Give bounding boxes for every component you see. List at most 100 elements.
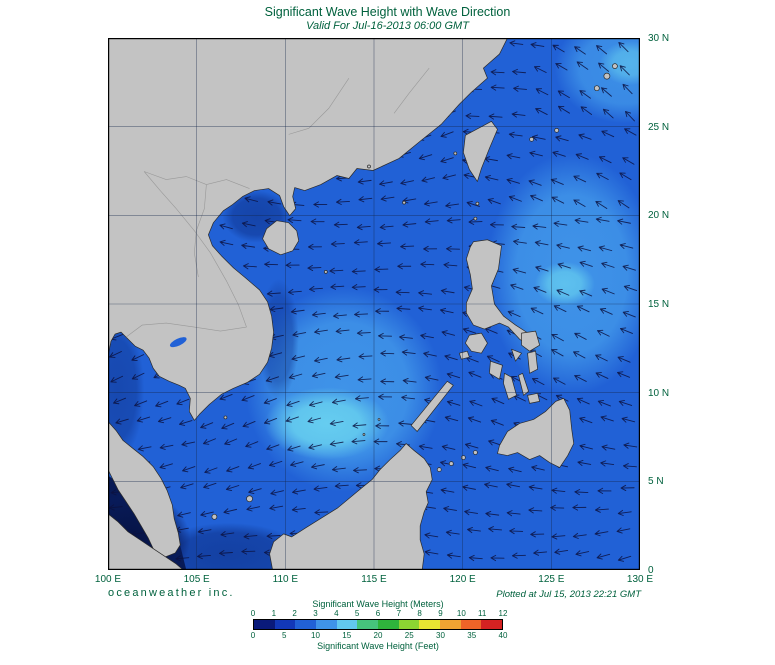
wave-direction-arrow <box>596 45 608 55</box>
wave-direction-arrow <box>623 284 638 292</box>
wave-direction-arrow <box>486 355 500 363</box>
island-pratas <box>402 200 406 205</box>
wave-direction-arrow <box>551 334 564 342</box>
wave-direction-arrow <box>601 287 615 295</box>
wave-direction-arrow <box>242 420 256 428</box>
wave-direction-arrow <box>484 175 499 181</box>
wave-direction-arrow <box>311 311 326 318</box>
wave-direction-arrow <box>530 531 545 538</box>
wave-direction-arrow <box>530 194 543 202</box>
wave-direction-arrow <box>197 553 211 560</box>
wave-direction-arrow <box>553 220 568 227</box>
meters-tick: 5 <box>354 609 360 618</box>
wave-direction-arrow <box>534 66 547 73</box>
wave-direction-arrow <box>491 397 505 405</box>
wave-direction-arrow <box>203 482 217 489</box>
wave-direction-arrow <box>290 461 304 467</box>
wave-direction-arrow <box>572 504 587 511</box>
meters-tick: 3 <box>313 609 318 618</box>
wave-direction-arrow <box>241 548 256 555</box>
wave-direction-arrow <box>573 175 587 183</box>
wave-direction-arrow <box>243 533 258 540</box>
map-canvas <box>108 38 640 570</box>
wave-direction-arrow <box>176 398 190 406</box>
wave-direction-arrow <box>287 288 302 296</box>
island-batan-2 <box>473 216 478 221</box>
wave-direction-arrow <box>556 289 570 296</box>
lat-label: 5 N <box>648 476 664 488</box>
wave-direction-arrow <box>375 308 390 315</box>
feet-tick: 25 <box>404 631 414 640</box>
wave-direction-arrow <box>622 311 636 318</box>
wave-direction-arrow <box>269 306 284 313</box>
wave-direction-arrow <box>509 528 524 535</box>
wave-direction-arrow <box>553 305 567 313</box>
wave-direction-arrow <box>469 400 483 407</box>
wave-direction-arrow <box>576 61 589 70</box>
legend-feet-title: Significant Wave Height (Feet) <box>317 641 439 651</box>
wave-direction-arrow <box>487 198 501 205</box>
wave-direction-arrow <box>351 284 366 291</box>
wave-direction-arrow <box>178 420 193 426</box>
wave-direction-arrow <box>311 463 325 470</box>
land-mindoro <box>464 332 488 354</box>
wave-direction-arrow <box>598 245 613 252</box>
colorbar-segment <box>378 620 399 629</box>
wave-direction-arrow <box>356 223 371 231</box>
wave-direction-arrow <box>358 196 373 203</box>
wave-direction-arrow <box>468 554 483 562</box>
wave-direction-arrow <box>266 444 280 451</box>
island-sulu-1 <box>436 467 442 472</box>
wave-direction-arrow <box>576 397 590 405</box>
wave-direction-arrow <box>528 507 543 514</box>
wave-direction-arrow <box>579 260 593 267</box>
country-borders <box>125 67 430 338</box>
wave-direction-arrow <box>220 531 235 538</box>
wave-direction-arrow <box>576 305 590 313</box>
wave-direction-arrow <box>241 395 255 402</box>
wave-direction-arrow <box>530 42 545 49</box>
wave-direction-arrow <box>595 201 608 209</box>
feet-tick: 20 <box>373 631 383 640</box>
island-ryukyu-3 <box>612 63 618 69</box>
wave-direction-arrow <box>578 133 592 140</box>
wave-direction-arrow <box>445 529 460 536</box>
colorbar-segment <box>357 620 379 629</box>
wave-direction-arrow <box>353 239 368 246</box>
wave-direction-arrow <box>423 245 438 252</box>
wave-direction-arrow <box>485 465 499 472</box>
wave-direction-arrow <box>531 134 546 141</box>
wave-direction-arrow <box>267 199 282 206</box>
land-samar <box>521 330 540 352</box>
island-miyako <box>554 127 560 133</box>
wave-direction-arrow <box>399 334 413 341</box>
wave-direction-arrow <box>489 221 504 228</box>
wave-direction-arrow <box>418 290 433 297</box>
land-borneo <box>269 443 433 570</box>
wave-direction-arrow <box>507 310 521 318</box>
wave-direction-arrow <box>379 180 393 187</box>
wave-direction-arrow <box>377 240 392 247</box>
wave-direction-arrow <box>444 415 459 422</box>
wave-direction-arrow <box>602 108 614 119</box>
wave-direction-arrow <box>292 488 306 495</box>
wave-direction-arrow <box>287 445 301 452</box>
wave-direction-arrow <box>423 200 438 207</box>
wave-direction-arrow <box>555 62 568 71</box>
wave-direction-arrow <box>224 438 238 446</box>
wave-direction-arrow <box>268 460 283 467</box>
colorbar-segment <box>481 620 503 629</box>
wave-direction-arrow <box>490 554 505 562</box>
wave-direction-arrow <box>468 218 483 225</box>
wave-direction-arrow <box>443 506 457 513</box>
wave-direction-arrow <box>396 305 411 312</box>
wave-direction-arrow <box>598 156 612 164</box>
land-taiwan <box>462 120 498 182</box>
wave-direction-arrow <box>467 416 482 423</box>
meters-tick: 6 <box>375 609 381 618</box>
wave-direction-arrow <box>531 465 545 472</box>
wave-direction-arrow <box>508 195 522 202</box>
wave-direction-arrow <box>553 377 566 385</box>
lat-label: 30 N <box>648 33 670 44</box>
